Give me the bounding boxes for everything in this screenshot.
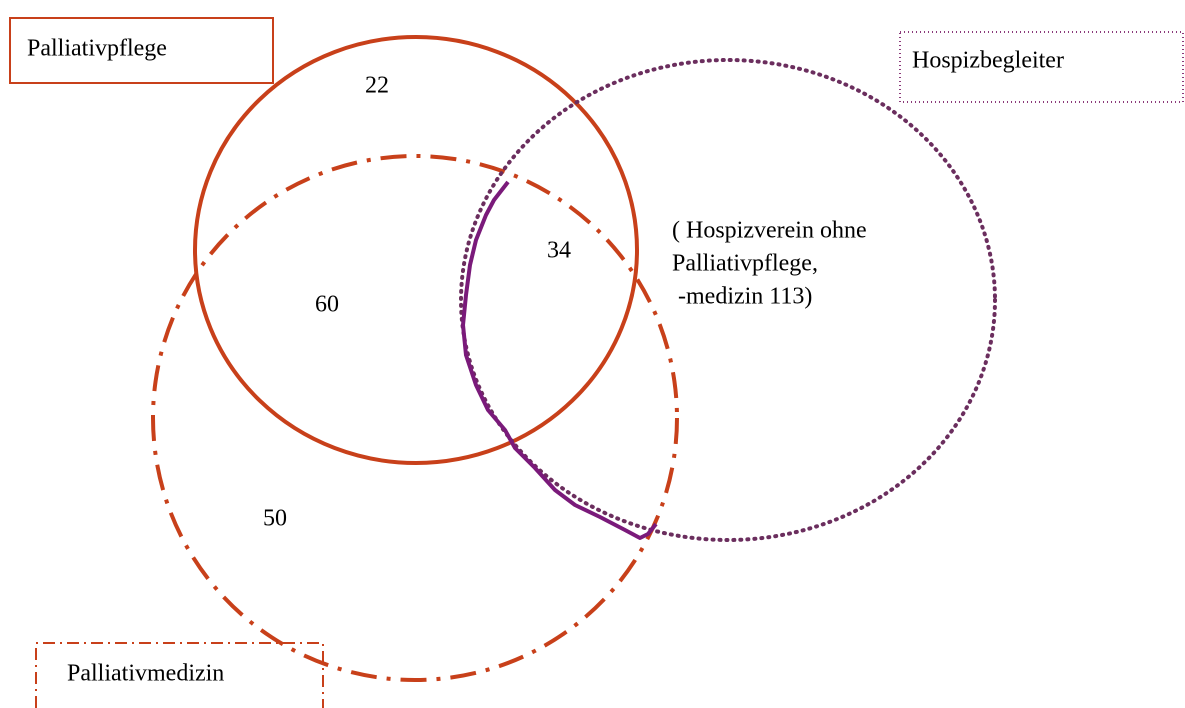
region-count: 22 <box>365 73 389 99</box>
set-label: Hospizbegleiter <box>912 48 1064 74</box>
region-count: 50 <box>263 506 287 532</box>
set-label: Palliativmedizin <box>67 661 224 687</box>
boundary-line <box>461 180 658 540</box>
annotation: Palliativpflege, <box>672 251 818 277</box>
set-circle <box>459 58 997 542</box>
label-box <box>35 642 324 708</box>
region-count: 60 <box>315 292 339 318</box>
set-circle <box>151 154 679 682</box>
region-count: 34 <box>547 238 571 264</box>
annotation: -medizin 113) <box>672 284 812 310</box>
annotation: ( Hospizverein ohne <box>672 218 867 244</box>
label-box <box>9 17 274 84</box>
set-label: Palliativpflege <box>27 36 167 62</box>
set-circle <box>193 35 639 465</box>
